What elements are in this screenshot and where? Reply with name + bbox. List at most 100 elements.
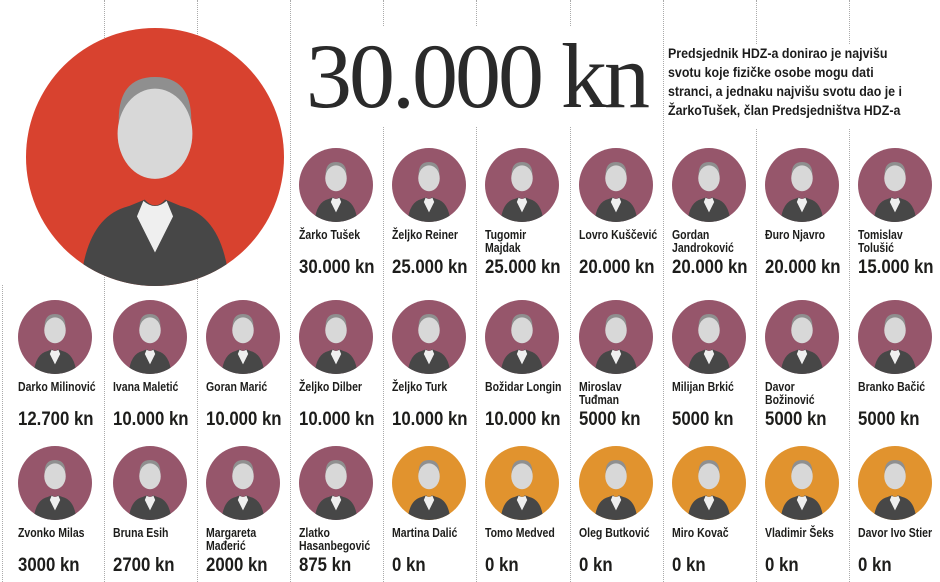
donor-name: Zvonko Milas	[18, 526, 85, 540]
grid-line	[290, 0, 291, 582]
donor-tile: Bruna Esih 2700 kn	[113, 446, 199, 582]
headline-amount: 30.000 kn	[306, 26, 662, 126]
donor-avatar	[858, 300, 932, 374]
person-silhouette-icon	[314, 314, 358, 374]
grid-line	[849, 0, 850, 582]
donor-amount: 5000 kn	[672, 408, 734, 430]
donor-tile: Oleg Butković 0 kn	[579, 446, 665, 582]
donor-tile: Žarko Tušek 30.000 kn	[299, 148, 385, 288]
donor-avatar	[579, 300, 653, 374]
donor-amount: 5000 kn	[579, 408, 641, 430]
grid-line	[476, 0, 477, 582]
donor-name: Vladimir Šeks	[765, 526, 834, 540]
donor-amount: 875 kn	[299, 554, 352, 576]
person-silhouette-icon	[687, 460, 731, 520]
donor-amount: 0 kn	[765, 554, 799, 576]
donor-tile: Vladimir Šeks 0 kn	[765, 446, 851, 582]
donor-tile: Branko Bačić 5000 kn	[858, 300, 940, 440]
donor-amount: 25.000 kn	[485, 256, 561, 278]
donor-name: Žarko Tušek	[299, 228, 361, 242]
person-silhouette-icon	[407, 162, 451, 222]
donor-avatar	[485, 300, 559, 374]
person-silhouette-icon	[873, 162, 917, 222]
donor-amount: 0 kn	[858, 554, 892, 576]
donor-tile: Miro Kovač 0 kn	[672, 446, 758, 582]
person-silhouette-icon	[873, 314, 917, 374]
donor-avatar	[579, 446, 653, 520]
donor-tile: Tomo Medved 0 kn	[485, 446, 571, 582]
donor-name: Miroslav Tuđman	[579, 380, 622, 407]
grid-line	[570, 0, 571, 582]
donor-amount: 5000 kn	[858, 408, 920, 430]
grid-line	[756, 0, 757, 582]
donor-name: Željko Reiner	[392, 228, 458, 242]
person-silhouette-icon	[221, 314, 265, 374]
person-silhouette-icon	[873, 460, 917, 520]
donor-amount: 10.000 kn	[485, 408, 561, 430]
donor-avatar	[765, 446, 839, 520]
donor-avatar	[858, 148, 932, 222]
donor-avatar	[206, 300, 280, 374]
donor-name: Branko Bačić	[858, 380, 926, 394]
donor-name: Božidar Longin	[485, 380, 562, 394]
donor-avatar	[579, 148, 653, 222]
person-silhouette-icon	[407, 314, 451, 374]
donor-tile: Željko Reiner 25.000 kn	[392, 148, 478, 288]
donor-amount: 5000 kn	[765, 408, 827, 430]
featured-photo	[26, 28, 284, 286]
donor-amount: 3000 kn	[18, 554, 80, 576]
donor-amount: 10.000 kn	[392, 408, 468, 430]
donor-name: Tomo Medved	[485, 526, 555, 540]
donor-tile: Tomislav Tolušić 15.000 kn	[858, 148, 940, 288]
donor-avatar	[765, 148, 839, 222]
donor-name: Gordan Jandroković	[672, 228, 734, 255]
person-silhouette-icon	[687, 162, 731, 222]
donor-name: Martina Dalić	[392, 526, 458, 540]
donor-amount: 15.000 kn	[858, 256, 934, 278]
donor-tile: Đuro Njavro 20.000 kn	[765, 148, 851, 288]
donor-tile: Darko Milinović 12.700 kn	[18, 300, 104, 440]
grid-line	[104, 0, 105, 582]
donor-avatar	[18, 446, 92, 520]
donor-amount: 20.000 kn	[579, 256, 655, 278]
person-silhouette-icon	[128, 460, 172, 520]
donor-amount: 2000 kn	[206, 554, 268, 576]
donor-tile: Martina Dalić 0 kn	[392, 446, 478, 582]
donor-amount: 12.700 kn	[18, 408, 94, 430]
donor-avatar	[113, 446, 187, 520]
donor-avatar	[672, 446, 746, 520]
donor-name: Goran Marić	[206, 380, 268, 394]
intro-text: Predsjednik HDZ-a donirao je najvišu svo…	[668, 46, 902, 118]
donor-avatar	[485, 446, 559, 520]
person-silhouette-icon	[500, 314, 544, 374]
donor-tile: Lovro Kuščević 20.000 kn	[579, 148, 665, 288]
grid-line	[383, 0, 384, 582]
donor-tile: Božidar Longin 10.000 kn	[485, 300, 571, 440]
donor-name: Davor Božinović	[765, 380, 815, 407]
person-silhouette-icon	[314, 162, 358, 222]
donor-name: Margareta Mađerić	[206, 526, 257, 553]
donor-avatar	[485, 148, 559, 222]
person-silhouette-icon	[314, 460, 358, 520]
donor-amount: 20.000 kn	[765, 256, 841, 278]
donor-avatar	[299, 300, 373, 374]
donor-tile: Davor Božinović 5000 kn	[765, 300, 851, 440]
donor-tile: Miroslav Tuđman 5000 kn	[579, 300, 665, 440]
donor-tile: Zvonko Milas 3000 kn	[18, 446, 104, 582]
donor-amount: 10.000 kn	[206, 408, 282, 430]
donor-avatar	[392, 148, 466, 222]
donor-avatar	[672, 300, 746, 374]
donor-name: Miro Kovač	[672, 526, 729, 540]
person-silhouette-icon	[407, 460, 451, 520]
person-silhouette-icon	[780, 460, 824, 520]
grid-line	[663, 0, 664, 582]
person-silhouette-icon	[33, 314, 77, 374]
person-silhouette-icon	[221, 460, 265, 520]
donor-name: Milijan Brkić	[672, 380, 734, 394]
donor-tile: Milijan Brkić 5000 kn	[672, 300, 758, 440]
donor-avatar	[765, 300, 839, 374]
donor-tile: Željko Dilber 10.000 kn	[299, 300, 385, 440]
donor-tile: Željko Turk 10.000 kn	[392, 300, 478, 440]
donor-name: Darko Milinović	[18, 380, 96, 394]
